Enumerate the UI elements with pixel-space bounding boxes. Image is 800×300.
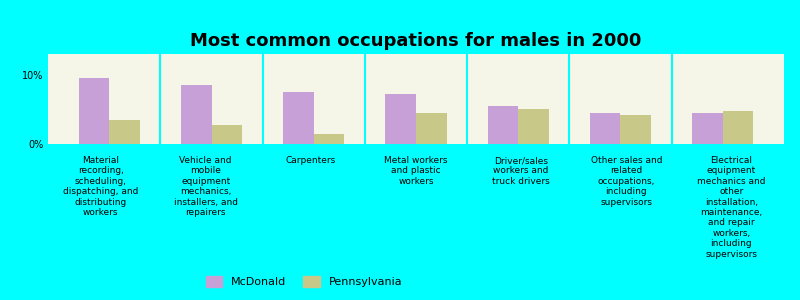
Bar — [487, 106, 518, 144]
Bar — [722, 111, 754, 144]
Title: Most common occupations for males in 2000: Most common occupations for males in 200… — [190, 32, 642, 50]
Bar — [110, 120, 140, 144]
Bar — [78, 78, 110, 144]
Text: Driver/sales
workers and
truck drivers: Driver/sales workers and truck drivers — [492, 156, 550, 186]
Legend: McDonald, Pennsylvania: McDonald, Pennsylvania — [202, 271, 406, 291]
Bar — [518, 110, 549, 144]
Bar — [386, 94, 416, 144]
Bar — [416, 113, 446, 144]
Bar — [181, 85, 211, 144]
Bar — [211, 124, 242, 144]
Text: Carpenters: Carpenters — [286, 156, 336, 165]
Text: Material
recording,
scheduling,
dispatching, and
distributing
workers: Material recording, scheduling, dispatch… — [63, 156, 138, 217]
Bar — [314, 134, 345, 144]
Bar — [283, 92, 314, 144]
Text: Metal workers
and plastic
workers: Metal workers and plastic workers — [384, 156, 448, 186]
Bar — [621, 115, 651, 144]
Text: Vehicle and
mobile
equipment
mechanics,
installers, and
repairers: Vehicle and mobile equipment mechanics, … — [174, 156, 238, 217]
Text: Electrical
equipment
mechanics and
other
installation,
maintenance,
and repair
w: Electrical equipment mechanics and other… — [697, 156, 766, 259]
Bar — [590, 113, 621, 144]
Text: Other sales and
related
occupations,
including
supervisors: Other sales and related occupations, inc… — [590, 156, 662, 207]
Bar — [692, 113, 722, 144]
